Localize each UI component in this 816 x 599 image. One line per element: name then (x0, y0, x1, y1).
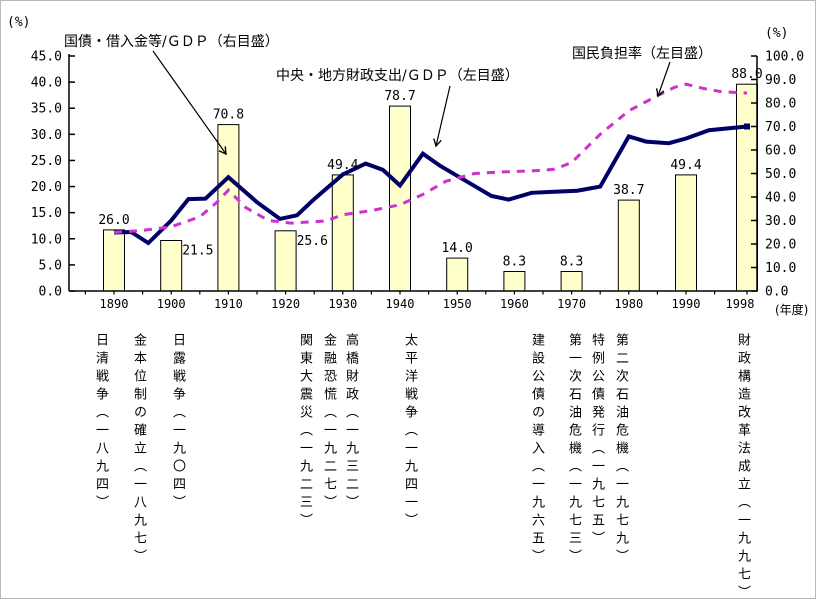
bar-value-label: 8.3 (503, 255, 526, 270)
right-axis-tick-label: 90.0 (765, 73, 796, 88)
event-annotation: 第二次石油危機（一九七九） (613, 333, 628, 567)
bar-series (103, 83, 758, 292)
right-axis-tick-label: 30.0 (765, 214, 796, 229)
right-axis-tick-label: 40.0 (765, 191, 796, 206)
x-axis-tick-label: 1940 (386, 297, 415, 311)
bar (560, 271, 583, 292)
event-annotation: 金本位制の確立（一八九七） (131, 333, 146, 567)
left-axis-tick-label: 10.0 (31, 232, 62, 247)
bar-value-label: 88.0 (731, 67, 762, 82)
bar-value-label: 38.7 (613, 183, 644, 198)
x-axis-tick-label: 1998 (726, 297, 755, 311)
right-axis-unit-label: (%) (765, 26, 788, 41)
event-annotation: 関東大震災（一九二三） (297, 333, 312, 531)
left-axis-tick-label: 35.0 (31, 102, 62, 117)
left-axis-tick-label: 40.0 (31, 76, 62, 91)
bar-value-label: 70.8 (213, 108, 244, 123)
event-annotation: 第一次石油危機（一九七三） (566, 333, 581, 567)
event-annotation: 日露戦争（一九〇四） (170, 333, 185, 513)
bar (274, 230, 297, 292)
event-annotation: 特例公債発行（一九七五） (589, 333, 604, 549)
bar-value-label: 78.7 (384, 89, 415, 104)
bar-value-label: 8.3 (560, 255, 583, 270)
bar (103, 229, 125, 292)
bar-value-label: 14.0 (442, 241, 473, 256)
right-axis-tick-label: 100.0 (765, 50, 804, 65)
right-axis-tick-label: 50.0 (765, 167, 796, 182)
right-axis-tick-label: 0.0 (765, 285, 788, 300)
left-axis-tick-label: 25.0 (31, 154, 62, 169)
event-annotation: 太平洋戦争（一九四一） (402, 333, 417, 531)
line-series (113, 82, 750, 246)
event-annotation: 財政構造改革法成立（一九九七） (735, 333, 750, 599)
right-axis-tick-label: 10.0 (765, 261, 796, 276)
bar (331, 174, 354, 292)
left-axis-tick-label: 30.0 (31, 128, 62, 143)
bond-annotation-arrow (152, 50, 227, 156)
x-axis-tick-label: 1960 (500, 297, 529, 311)
bar (389, 105, 411, 292)
right-axis-tick-label: 20.0 (765, 238, 796, 253)
bar-value-label: 21.5 (182, 244, 213, 259)
event-annotation: 日清戦争（一八九四） (93, 333, 108, 513)
expenditure-line (113, 124, 748, 246)
x-axis-tick-label: 1970 (557, 297, 586, 311)
burden-rate-line (113, 82, 748, 234)
bar (736, 83, 758, 292)
bar (617, 199, 640, 292)
bar (503, 271, 526, 292)
expenditure-line-end-marker (744, 123, 750, 130)
left-axis-tick-label: 5.0 (39, 258, 62, 273)
bond-series-label: 国債・借入金等/ＧＤＰ（右目盛） (64, 33, 279, 50)
bar (446, 257, 469, 292)
expenditure-annotation-arrow (433, 85, 451, 148)
bar-value-label: 25.6 (297, 234, 328, 249)
event-annotation: 金融恐慌（一九二七） (321, 333, 336, 513)
x-axis-tick-label: 1990 (672, 297, 701, 311)
right-axis-tick-label: 60.0 (765, 144, 796, 159)
right-axis-tick-label: 80.0 (765, 97, 796, 112)
x-axis-tick-label: 1930 (328, 297, 357, 311)
event-annotation: 高橋財政（一九三二） (343, 333, 358, 513)
left-axis-tick-label: 0.0 (39, 285, 62, 300)
x-axis-tick-label: 1980 (614, 297, 643, 311)
x-axis-tick-label: 1920 (271, 297, 300, 311)
x-axis-unit-label: (年度) (775, 302, 808, 317)
x-axis-tick-label: 1950 (443, 297, 472, 311)
bar-value-labels: 26.0 21.5 70.8 25.6 49.4 78.7 14.0 8.3 8.3 38.7 49… (98, 67, 762, 269)
axes: 45.0 40.0 35.0 30.0 25.0 20.0 15.0 10.0 5.0 0.0 10… (31, 50, 804, 312)
bar (160, 240, 183, 292)
left-axis-unit-label: (%) (7, 15, 30, 30)
x-axis-tick-label: 1900 (157, 297, 186, 311)
event-annotation: 建設公債の導入（一九六五） (529, 333, 544, 567)
bar-value-label: 49.4 (327, 158, 358, 173)
left-axis-tick-label: 45.0 (31, 50, 62, 65)
left-axis-tick-label: 20.0 (31, 180, 62, 195)
burden-series-label: 国民負担率（左目盛） (572, 45, 712, 62)
right-axis-tick-label: 70.0 (765, 120, 796, 135)
x-axis-tick-label: 1890 (100, 297, 129, 311)
bar-value-label: 49.4 (670, 158, 701, 173)
bar-value-label: 26.0 (98, 213, 129, 228)
bar (675, 174, 697, 292)
left-axis-tick-label: 15.0 (31, 206, 62, 221)
expenditure-series-label: 中央・地方財政支出/ＧＤＰ（左目盛） (276, 68, 519, 84)
x-axis-tick-label: 1910 (214, 297, 243, 311)
bar (217, 124, 240, 292)
burden-annotation-arrow (655, 61, 671, 98)
